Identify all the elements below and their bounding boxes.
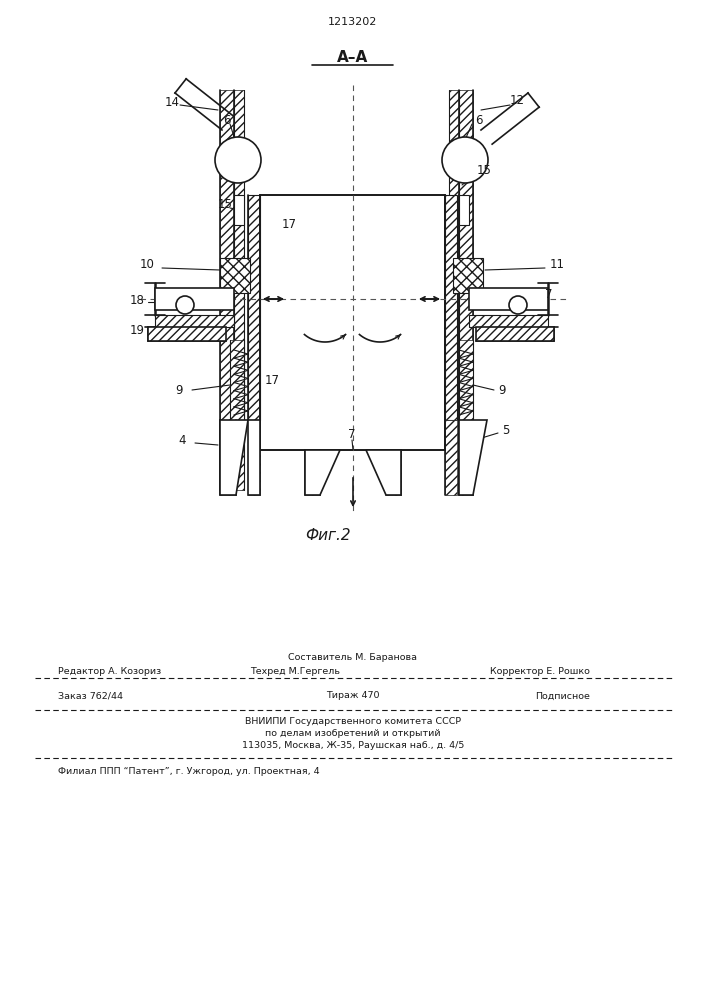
Bar xyxy=(220,420,236,495)
Text: A–A: A–A xyxy=(337,50,368,66)
Text: 1213202: 1213202 xyxy=(328,17,378,27)
Bar xyxy=(459,340,473,425)
Bar xyxy=(234,195,244,225)
Bar xyxy=(445,195,457,420)
Text: 15: 15 xyxy=(218,198,233,212)
Text: 12: 12 xyxy=(510,94,525,106)
Text: 17: 17 xyxy=(282,219,297,232)
Bar xyxy=(155,315,234,327)
Polygon shape xyxy=(248,420,260,495)
Text: 9: 9 xyxy=(175,383,182,396)
Bar xyxy=(459,195,469,225)
Text: 10: 10 xyxy=(140,258,155,271)
Bar xyxy=(220,90,234,490)
Text: по делам изобретений и открытий: по делам изобретений и открытий xyxy=(265,730,440,738)
Text: 6: 6 xyxy=(223,113,230,126)
Bar xyxy=(220,258,250,293)
Bar xyxy=(476,327,554,341)
Bar xyxy=(234,90,244,490)
Polygon shape xyxy=(305,450,340,495)
Text: 6: 6 xyxy=(475,113,482,126)
Bar xyxy=(469,288,548,310)
Bar xyxy=(449,90,459,490)
Text: Подписное: Подписное xyxy=(535,692,590,700)
Text: 15: 15 xyxy=(477,163,492,176)
Text: 18: 18 xyxy=(130,294,145,306)
Text: 5: 5 xyxy=(502,424,509,436)
Text: 11: 11 xyxy=(550,258,565,271)
Text: 113035, Москва, Ж-35, Раушская наб., д. 4/5: 113035, Москва, Ж-35, Раушская наб., д. … xyxy=(242,742,464,750)
Circle shape xyxy=(176,296,194,314)
Bar xyxy=(230,340,244,425)
Bar xyxy=(459,420,473,495)
Text: Составитель М. Баранова: Составитель М. Баранова xyxy=(288,654,418,662)
Text: Филиал ППП “Патент”, г. Ужгород, ул. Проектная, 4: Филиал ППП “Патент”, г. Ужгород, ул. Про… xyxy=(58,768,320,776)
Circle shape xyxy=(509,296,527,314)
Text: 7: 7 xyxy=(545,288,552,302)
Bar xyxy=(155,288,234,310)
Text: 19: 19 xyxy=(130,324,145,336)
Text: Корректор Е. Рошко: Корректор Е. Рошко xyxy=(490,668,590,676)
Text: Заказ 762/44: Заказ 762/44 xyxy=(58,692,123,700)
Text: 7: 7 xyxy=(348,428,356,442)
Polygon shape xyxy=(220,420,248,495)
Text: Редактор А. Козориз: Редактор А. Козориз xyxy=(58,668,161,676)
Bar xyxy=(260,195,445,450)
Polygon shape xyxy=(366,450,401,495)
Text: 17: 17 xyxy=(265,373,280,386)
Bar xyxy=(459,90,473,490)
Bar xyxy=(248,420,260,495)
Circle shape xyxy=(215,137,261,183)
Bar xyxy=(305,450,320,495)
Text: ВНИИПИ Государственного комитета СССР: ВНИИПИ Государственного комитета СССР xyxy=(245,718,461,726)
Bar xyxy=(386,450,401,495)
Bar xyxy=(469,315,548,327)
Text: Техред М.Гергель: Техред М.Гергель xyxy=(250,668,340,676)
Text: 9: 9 xyxy=(498,383,506,396)
Polygon shape xyxy=(459,420,487,495)
Bar xyxy=(453,258,483,293)
Bar xyxy=(445,420,457,495)
Bar xyxy=(148,327,226,341)
Bar xyxy=(248,195,260,420)
Text: Фиг.2: Фиг.2 xyxy=(305,528,351,542)
Text: 14: 14 xyxy=(165,97,180,109)
Circle shape xyxy=(442,137,488,183)
Text: 4: 4 xyxy=(178,434,185,446)
Text: Тираж 470: Тираж 470 xyxy=(326,692,380,700)
